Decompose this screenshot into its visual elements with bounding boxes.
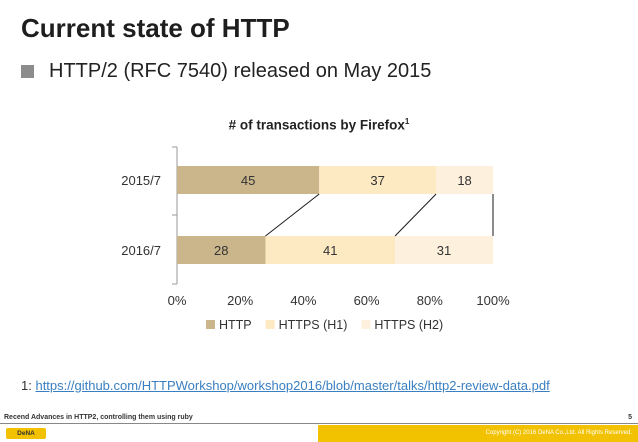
series-connector-line-0 xyxy=(265,193,320,237)
footer-title: Recend Advances in HTTP2, controlling th… xyxy=(4,414,193,421)
bullet-item: HTTP/2 (RFC 7540) released on May 2015 xyxy=(21,60,431,83)
slide-title: Current state of HTTP xyxy=(21,13,290,43)
footnote: 1: https://github.com/HTTPWorkshop/works… xyxy=(21,378,550,393)
legend-swatch-2 xyxy=(361,320,371,329)
footer-band xyxy=(318,425,638,442)
bar-segment-1-0 xyxy=(177,236,266,264)
bar-segment-0-1 xyxy=(319,166,437,194)
x-tick-label-2: 40% xyxy=(290,293,316,308)
footnote-marker: 1: xyxy=(21,378,32,393)
footnote-link[interactable]: https://github.com/HTTPWorkshop/workshop… xyxy=(35,378,550,393)
footer-divider xyxy=(0,423,638,424)
x-tick-label-3: 60% xyxy=(354,293,380,308)
legend-swatch-1 xyxy=(265,320,275,329)
data-label-0-2: 18 xyxy=(457,173,471,188)
category-label-1: 2016/7 xyxy=(121,243,161,258)
bullet-text: HTTP/2 (RFC 7540) released on May 2015 xyxy=(49,60,432,82)
bar-segment-0-2 xyxy=(436,166,493,194)
bar-segment-0-0 xyxy=(177,166,320,194)
legend-label-2: HTTPS (H2) xyxy=(374,318,443,332)
bullet-square-icon xyxy=(21,65,34,78)
bar-segment-1-2 xyxy=(395,236,493,264)
page-number: 5 xyxy=(628,414,632,421)
series-connector-line-1 xyxy=(394,193,437,237)
data-label-1-0: 28 xyxy=(214,243,228,258)
x-tick-label-0: 0% xyxy=(168,293,187,308)
stacked-bar-chart: 2015/7 45 37 18 2016/7 28 41 31 0% 20% 40% 60% 80% 10… xyxy=(121,146,510,332)
x-tick-label-4: 80% xyxy=(417,293,443,308)
category-label-0: 2015/7 xyxy=(121,173,161,188)
legend-label-0: HTTP xyxy=(219,318,252,332)
data-label-0-1: 37 xyxy=(370,173,384,188)
x-tick-label-1: 20% xyxy=(227,293,253,308)
data-label-1-2: 31 xyxy=(437,243,451,258)
chart-title: # of transactions by Firefox1 xyxy=(0,117,638,133)
legend-swatch-0 xyxy=(206,320,215,329)
data-label-0-0: 45 xyxy=(241,173,255,188)
legend-label-1: HTTPS (H1) xyxy=(279,318,348,332)
dena-logo: DeNA xyxy=(6,428,46,439)
data-label-1-1: 41 xyxy=(323,243,337,258)
x-tick-label-5: 100% xyxy=(476,293,510,308)
chart-title-superscript: 1 xyxy=(404,117,410,126)
bar-segment-1-1 xyxy=(265,236,396,264)
footer-copyright: Copyright (C) 2016 DeNA Co.,Ltd. All Rig… xyxy=(485,430,632,436)
chart-title-text: # of transactions by Firefox xyxy=(228,117,405,133)
